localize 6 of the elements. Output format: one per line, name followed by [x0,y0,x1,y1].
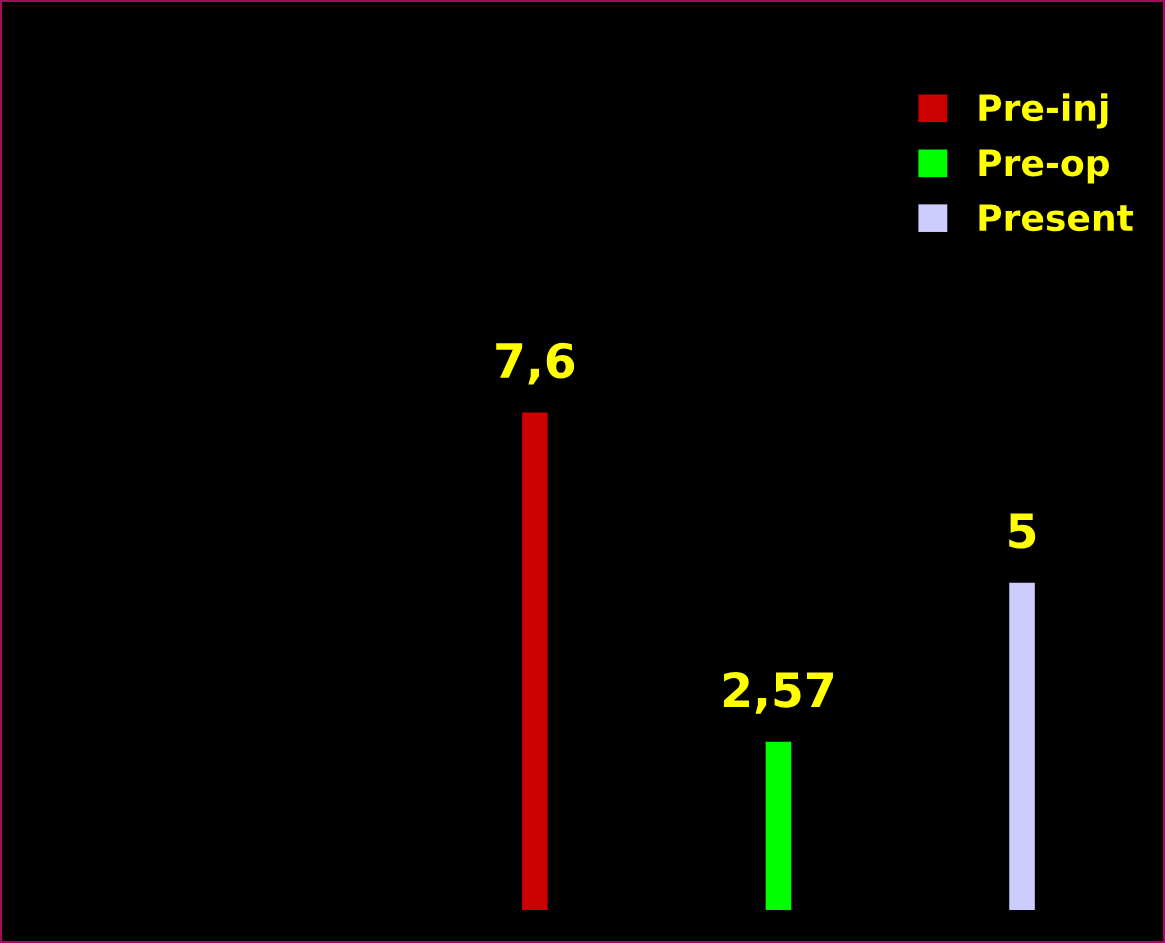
legend-label: Pre-inj [979,93,1108,129]
data-label: 7,6 [496,342,575,385]
data-label: 5 [1009,513,1036,549]
legend-label: Pre-op [979,149,1109,184]
legend-label: Present [979,204,1134,232]
data-label: 2,57 [723,671,833,714]
